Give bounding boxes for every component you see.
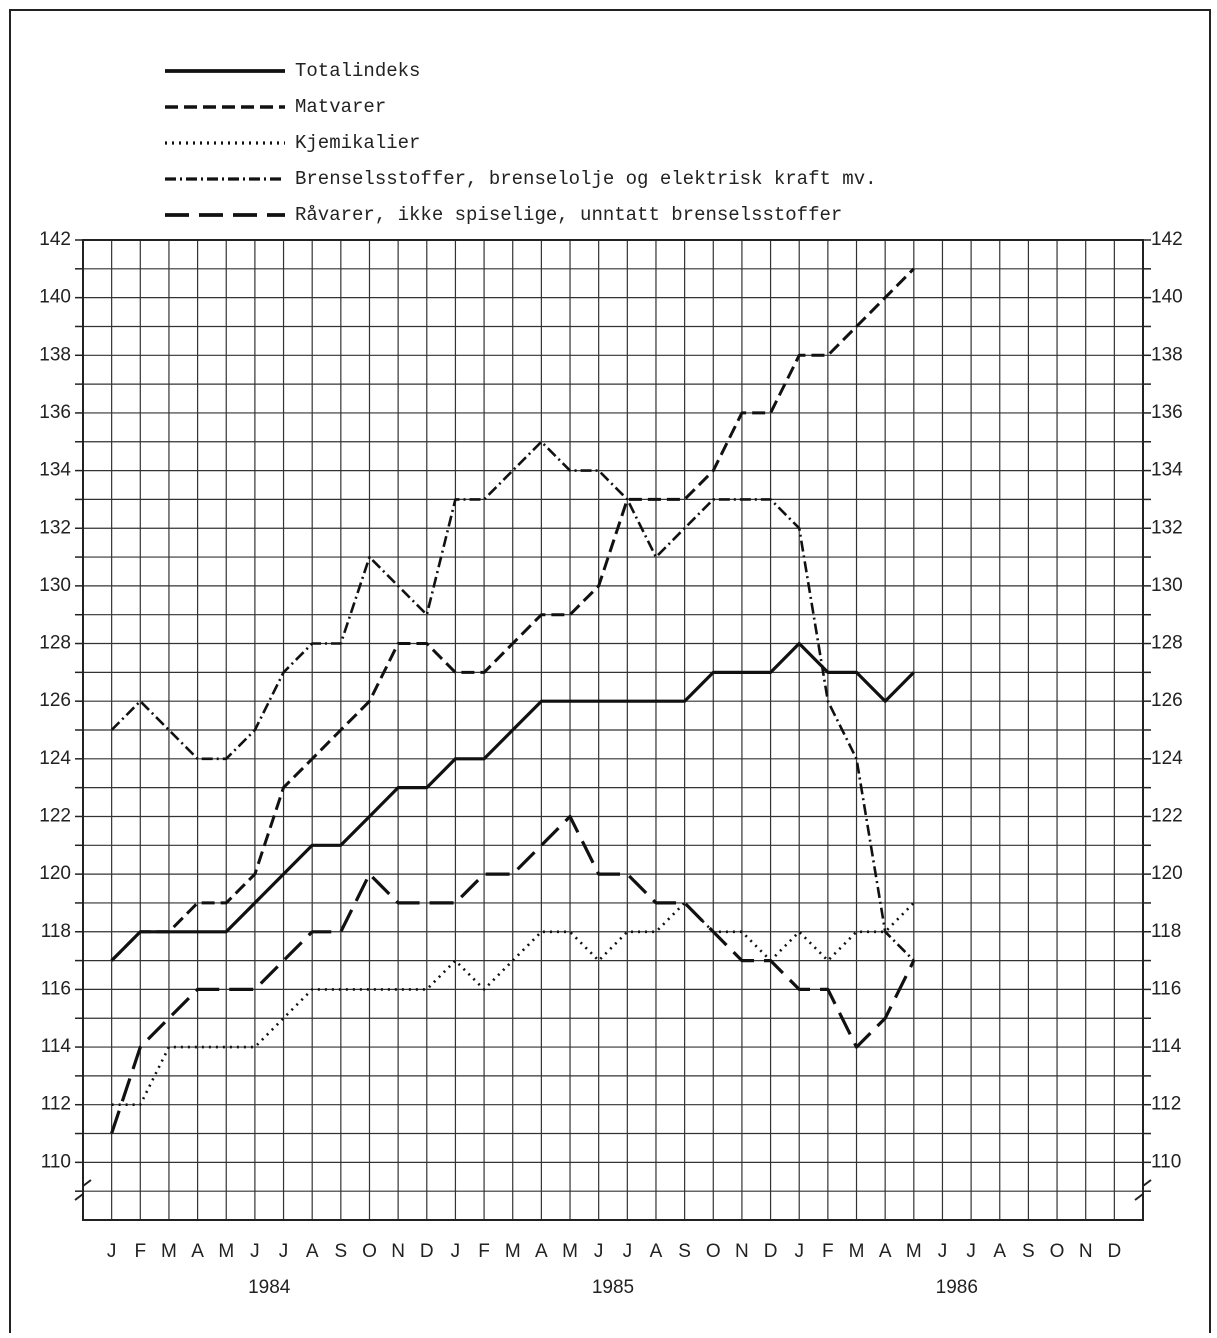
y-tick-label-right: 126 — [1151, 690, 1183, 711]
y-tick-label-right: 112 — [1151, 1094, 1181, 1115]
y-tick-label-right: 124 — [1151, 748, 1183, 769]
series-line — [111, 901, 915, 1106]
x-tick-label: J — [451, 1241, 461, 1262]
legend-label: Brenselsstoffer, brenselolje og elektris… — [295, 168, 877, 190]
series-line — [110, 814, 916, 1135]
x-tick-label: J — [250, 1241, 260, 1262]
y-tick-label-right: 130 — [1151, 575, 1183, 596]
x-tick-label: S — [678, 1241, 691, 1262]
x-tick-label: J — [794, 1241, 804, 1262]
x-tick-label: O — [362, 1241, 377, 1262]
y-tick-label-right: 132 — [1151, 517, 1183, 538]
y-tick-label: 118 — [41, 921, 71, 942]
x-tick-label: M — [562, 1241, 578, 1262]
y-tick-label-right: 122 — [1151, 805, 1183, 826]
y-tick-label-right: 114 — [1151, 1036, 1182, 1057]
y-tick-label: 134 — [39, 460, 71, 481]
year-label: 1985 — [592, 1277, 634, 1298]
x-tick-label: F — [134, 1241, 146, 1262]
x-tick-label: J — [279, 1241, 289, 1262]
axis-break — [1134, 1179, 1152, 1201]
x-tick-label: A — [993, 1241, 1006, 1262]
y-tick-label-right: 136 — [1151, 402, 1183, 423]
y-tick-label-right: 128 — [1151, 633, 1183, 654]
frame — [9, 9, 1211, 1338]
y-tick-label: 116 — [41, 978, 71, 999]
y-tick-label: 126 — [39, 690, 71, 711]
x-tick-label: D — [1107, 1241, 1121, 1262]
series-line — [110, 267, 915, 962]
legend-label: Kjemikalier — [295, 132, 420, 154]
series-line — [110, 641, 915, 962]
x-tick-label: N — [1079, 1241, 1093, 1262]
x-tick-label: J — [938, 1241, 948, 1262]
x-tick-label: A — [879, 1241, 892, 1262]
x-tick-label: M — [849, 1241, 865, 1262]
y-tick-label: 114 — [41, 1036, 72, 1057]
y-tick-label: 136 — [39, 402, 71, 423]
x-tick-label: A — [306, 1241, 319, 1262]
x-tick-label: D — [420, 1241, 434, 1262]
x-tick-label: A — [535, 1241, 548, 1262]
y-tick-label-right: 138 — [1151, 344, 1183, 365]
x-tick-label: S — [334, 1241, 347, 1262]
legend-label: Totalindeks — [295, 60, 420, 82]
y-tick-label: 142 — [39, 229, 71, 250]
x-tick-label: J — [623, 1241, 633, 1262]
legend-label: Matvarer — [295, 96, 386, 118]
x-tick-label: O — [706, 1241, 721, 1262]
x-tick-label: M — [906, 1241, 922, 1262]
x-tick-label: A — [191, 1241, 204, 1262]
y-tick-label-right: 134 — [1151, 460, 1183, 481]
y-tick-label: 110 — [41, 1151, 71, 1172]
x-tick-label: M — [505, 1241, 521, 1262]
y-tick-label: 130 — [39, 575, 71, 596]
y-tick-label-right: 116 — [1151, 978, 1181, 999]
y-tick-label-right: 120 — [1151, 863, 1183, 884]
x-tick-label: F — [478, 1241, 490, 1262]
y-tick-label: 140 — [39, 287, 71, 308]
y-tick-label: 132 — [39, 517, 71, 538]
y-tick-label-right: 140 — [1151, 287, 1183, 308]
axis-break — [74, 1179, 92, 1201]
legend-label: Råvarer, ikke spiselige, unntatt brensel… — [295, 204, 842, 226]
y-tick-label-right: 110 — [1151, 1151, 1181, 1172]
x-tick-label: M — [218, 1241, 234, 1262]
x-tick-label: N — [391, 1241, 405, 1262]
x-tick-label: F — [822, 1241, 834, 1262]
x-tick-label: A — [650, 1241, 663, 1262]
y-tick-label-right: 142 — [1151, 229, 1183, 250]
y-tick-label: 124 — [39, 748, 71, 769]
x-tick-label: M — [161, 1241, 177, 1262]
x-tick-label: O — [1050, 1241, 1065, 1262]
y-tick-label: 128 — [39, 633, 71, 654]
year-label: 1984 — [248, 1277, 291, 1298]
y-tick-label-right: 118 — [1151, 921, 1181, 942]
series-line — [110, 440, 915, 962]
x-tick-label: J — [107, 1241, 117, 1262]
x-tick-label: J — [594, 1241, 604, 1262]
x-tick-label: D — [764, 1241, 778, 1262]
x-tick-label: N — [735, 1241, 749, 1262]
x-tick-label: S — [1022, 1241, 1035, 1262]
y-tick-label: 112 — [41, 1094, 71, 1115]
y-tick-label: 120 — [39, 863, 71, 884]
x-tick-label: J — [966, 1241, 976, 1262]
y-tick-label: 138 — [39, 344, 71, 365]
y-tick-label: 122 — [39, 805, 71, 826]
year-label: 1986 — [936, 1277, 978, 1298]
